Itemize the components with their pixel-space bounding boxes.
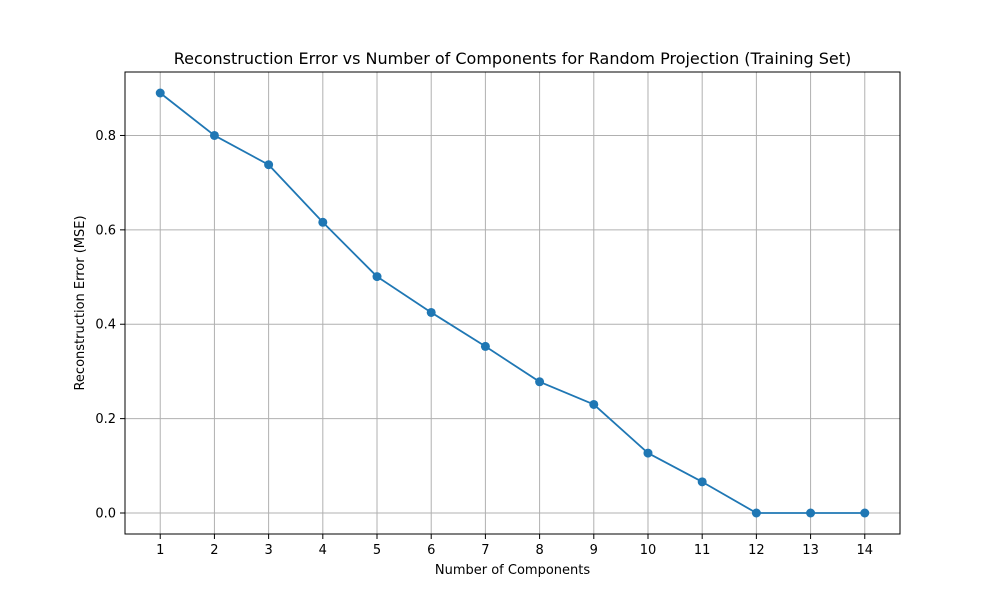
y-tick-label: 0.6 <box>95 223 116 238</box>
data-point <box>264 160 274 170</box>
data-point <box>697 477 707 487</box>
x-tick-label: 13 <box>802 543 819 558</box>
data-point <box>589 399 599 409</box>
data-point <box>155 88 165 98</box>
y-tick-label: 0.4 <box>95 318 116 333</box>
x-tick-label: 1 <box>156 543 164 558</box>
x-tick-label: 7 <box>481 543 489 558</box>
data-point <box>535 377 545 387</box>
grid <box>125 72 900 534</box>
data-point <box>480 341 490 351</box>
x-tick-label: 4 <box>319 543 327 558</box>
data-point <box>806 508 816 518</box>
y-tick-label: 0.2 <box>95 412 116 427</box>
x-tick-label: 12 <box>748 543 765 558</box>
x-tick-label: 6 <box>427 543 435 558</box>
data-point <box>372 272 382 282</box>
plot-frame <box>124 71 901 535</box>
x-tick-label: 10 <box>640 543 657 558</box>
data-point <box>751 508 761 518</box>
x-tick-label: 3 <box>264 543 272 558</box>
series-layer <box>155 88 870 518</box>
y-tick-label: 0.8 <box>95 129 116 144</box>
x-tick-label: 9 <box>590 543 598 558</box>
series-line <box>159 92 865 514</box>
x-tick-label: 14 <box>856 543 873 558</box>
data-point <box>643 448 653 458</box>
data-point <box>209 130 219 140</box>
x-axis-title: Number of Components <box>435 563 590 578</box>
y-tick-label: 0.0 <box>95 507 116 522</box>
y-axis-ticks: 0.0 0.2 0.4 0.6 0.8 <box>95 129 125 522</box>
chart-title: Reconstruction Error vs Number of Compon… <box>174 49 852 68</box>
x-tick-label: 2 <box>210 543 218 558</box>
x-tick-label: 8 <box>535 543 543 558</box>
y-axis-title: Reconstruction Error (MSE) <box>73 215 88 390</box>
x-axis-ticks: 1 2 3 4 5 6 7 8 9 10 11 12 13 14 <box>156 534 873 558</box>
data-point <box>860 508 870 518</box>
data-point <box>426 307 436 317</box>
data-point <box>318 217 328 227</box>
x-tick-label: 5 <box>373 543 381 558</box>
x-tick-label: 11 <box>694 543 711 558</box>
